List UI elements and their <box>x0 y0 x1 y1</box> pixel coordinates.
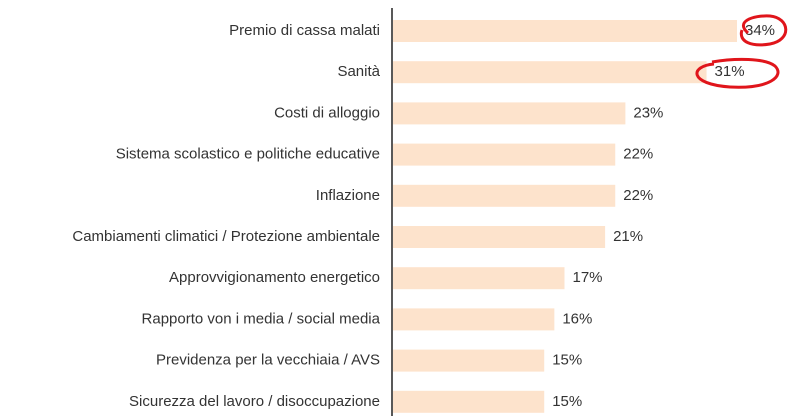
category-label: Sanità <box>337 63 380 80</box>
value-label: 17% <box>573 269 603 286</box>
value-label: 23% <box>633 104 663 121</box>
category-label: Rapporto von i media / social media <box>142 310 381 327</box>
category-label: Inflazione <box>316 187 380 204</box>
bar <box>393 390 545 413</box>
value-label: 22% <box>623 146 653 163</box>
bar <box>393 143 616 166</box>
value-label: 31% <box>715 63 745 80</box>
bar <box>393 20 737 42</box>
category-label: Sicurezza del lavoro / disoccupazione <box>129 393 380 410</box>
highlight-circle <box>739 14 788 47</box>
highlight-circle <box>695 57 780 89</box>
bar <box>393 226 606 248</box>
value-label: 15% <box>552 393 582 410</box>
bar <box>393 267 565 290</box>
bar <box>393 349 545 372</box>
category-label: Sistema scolastico e politiche educative <box>116 146 380 163</box>
category-label: Previdenza per la vecchiaia / AVS <box>156 352 380 369</box>
value-label: 21% <box>613 228 643 245</box>
value-label: 15% <box>552 352 582 369</box>
value-label: 16% <box>562 310 592 327</box>
category-label: Premio di cassa malati <box>229 22 380 39</box>
bar <box>393 102 626 125</box>
bar <box>393 184 616 207</box>
value-label: 22% <box>623 187 653 204</box>
value-label: 34% <box>745 22 775 39</box>
bar <box>393 308 555 331</box>
bar <box>393 61 707 84</box>
category-label: Costi di alloggio <box>274 104 380 121</box>
category-label: Approvvigionamento energetico <box>169 269 380 286</box>
category-label: Cambiamenti climatici / Protezione ambie… <box>72 228 380 245</box>
